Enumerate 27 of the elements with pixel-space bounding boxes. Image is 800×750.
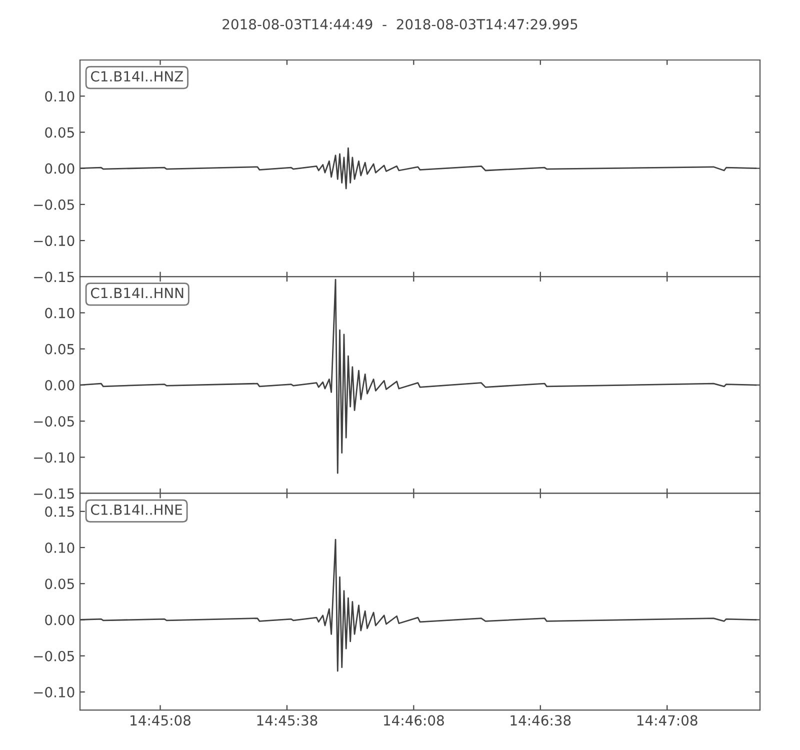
x-tick-label: 14:46:38 xyxy=(510,715,571,726)
x-tick-label: 14:46:08 xyxy=(384,715,444,726)
y-tick-label: 0.10 xyxy=(45,308,74,318)
y-tick-label: −0.05 xyxy=(34,199,74,210)
y-tick-label: 0.10 xyxy=(45,91,74,102)
annotation: C1.B14I..HNZ xyxy=(90,71,183,82)
y-tick-label: −0.15 xyxy=(34,488,74,499)
chart-title: 2018-08-03T14:44:49 - 2018-08-03T14:47:29.995 xyxy=(222,18,578,30)
y-tick-label: −0.10 xyxy=(34,686,74,698)
y-tick-label: 0.05 xyxy=(45,578,74,590)
y-tick-label: −0.10 xyxy=(34,452,74,463)
annotation: C1.B14I..HNN xyxy=(90,288,184,298)
y-tick-label: −0.05 xyxy=(34,416,74,427)
y-tick-label: 0.00 xyxy=(45,614,74,626)
y-tick-label: 0.05 xyxy=(45,344,74,354)
x-tick-label: 14:47:08 xyxy=(637,715,698,726)
y-tick-label: 0.15 xyxy=(45,506,74,517)
y-tick-label: 0.05 xyxy=(45,127,74,138)
y-tick-label: −0.10 xyxy=(34,236,74,246)
y-tick-label: −0.05 xyxy=(34,650,74,662)
y-tick-label: −0.15 xyxy=(34,272,74,282)
y-tick-label: 0.00 xyxy=(45,380,74,390)
x-tick-label: 14:45:08 xyxy=(130,715,190,726)
annotation: C1.B14I..HNE xyxy=(90,504,182,515)
x-tick-label: 14:45:38 xyxy=(257,715,318,726)
y-tick-label: 0.10 xyxy=(45,542,74,553)
y-tick-label: 0.00 xyxy=(45,163,74,174)
